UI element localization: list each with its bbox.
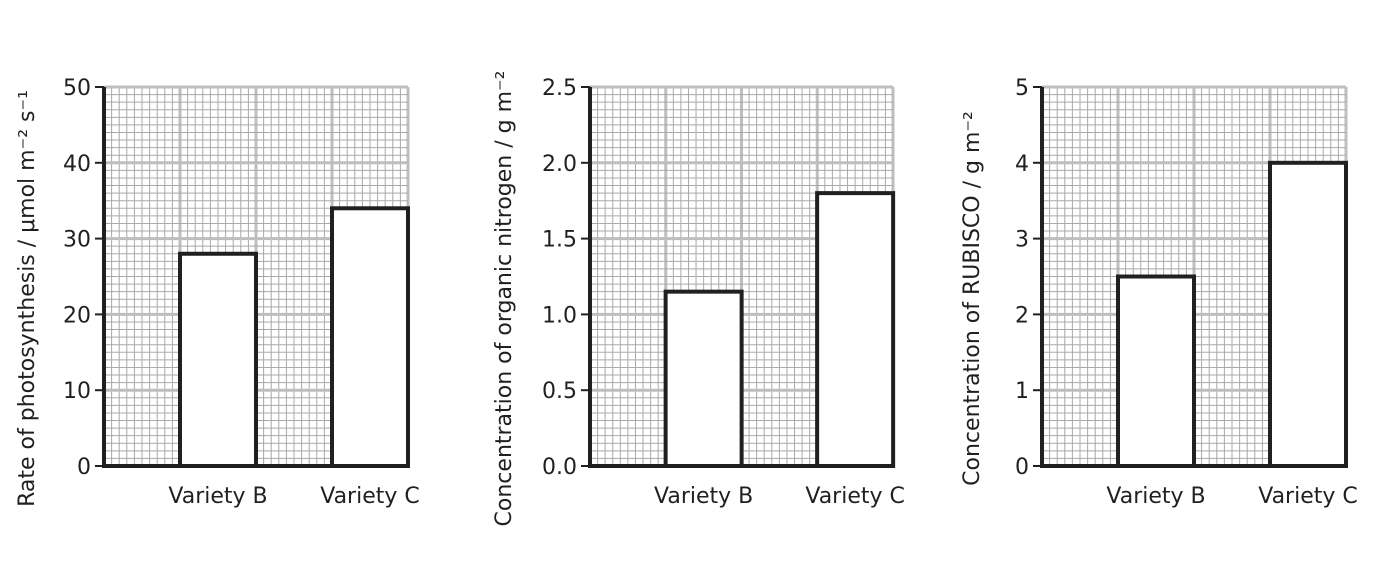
y-tick-label: 2.5 [542,76,577,101]
chart-panel-2: 0.0 0.5 1.0 1.5 2.0 2.5 Variety B Variety C Conc… [492,71,905,527]
bar-variety-b [1116,274,1196,468]
y-tick-label: 2.0 [542,152,577,177]
y-tick-label: 0.0 [542,455,577,480]
chart-panel-3: 0 1 2 3 4 5 Variety B Variety C Concentration of… [960,76,1358,509]
y-tick-label: 0.5 [542,379,577,404]
x-category-label: Variety C [320,484,420,509]
y-tick-label: 20 [63,303,91,328]
y-tick-label: 0 [77,455,91,480]
y-tick-label: 50 [63,76,91,101]
x-category-label: Variety B [168,484,267,509]
chart-panel-1: 0 10 20 30 40 50 Variety B Variety C Rate of pho… [15,76,420,509]
x-category-label: Variety C [805,484,905,509]
bar-variety-c [1268,160,1348,469]
y-tick-label: 4 [1015,152,1029,177]
x-category-label: Variety B [654,484,753,509]
bar-variety-c [330,206,410,468]
y-tick-label: 30 [63,228,91,253]
y-tick-label: 3 [1015,228,1029,253]
x-category-label: Variety C [1258,484,1358,509]
y-tick-label: 1.5 [542,228,577,253]
bar-variety-c [815,191,896,468]
y-tick-label: 10 [63,379,91,404]
y-tick-label: 2 [1015,303,1029,328]
y-axis-title: Concentration of RUBISCO / g m⁻² [960,111,985,486]
y-tick-label: 5 [1015,76,1029,101]
bar-variety-b [663,289,744,468]
y-tick-label: 1.0 [542,303,577,328]
y-tick-label: 40 [63,152,91,177]
x-category-label: Variety B [1106,484,1205,509]
y-axis-title: Rate of photosynthesis / μmol m⁻² s⁻¹ [15,90,40,507]
y-axis-title: Concentration of organic nitrogen / g m⁻… [492,71,517,527]
y-tick-label: 0 [1015,455,1029,480]
y-tick-label: 1 [1015,379,1029,404]
bar-variety-b [178,251,258,468]
